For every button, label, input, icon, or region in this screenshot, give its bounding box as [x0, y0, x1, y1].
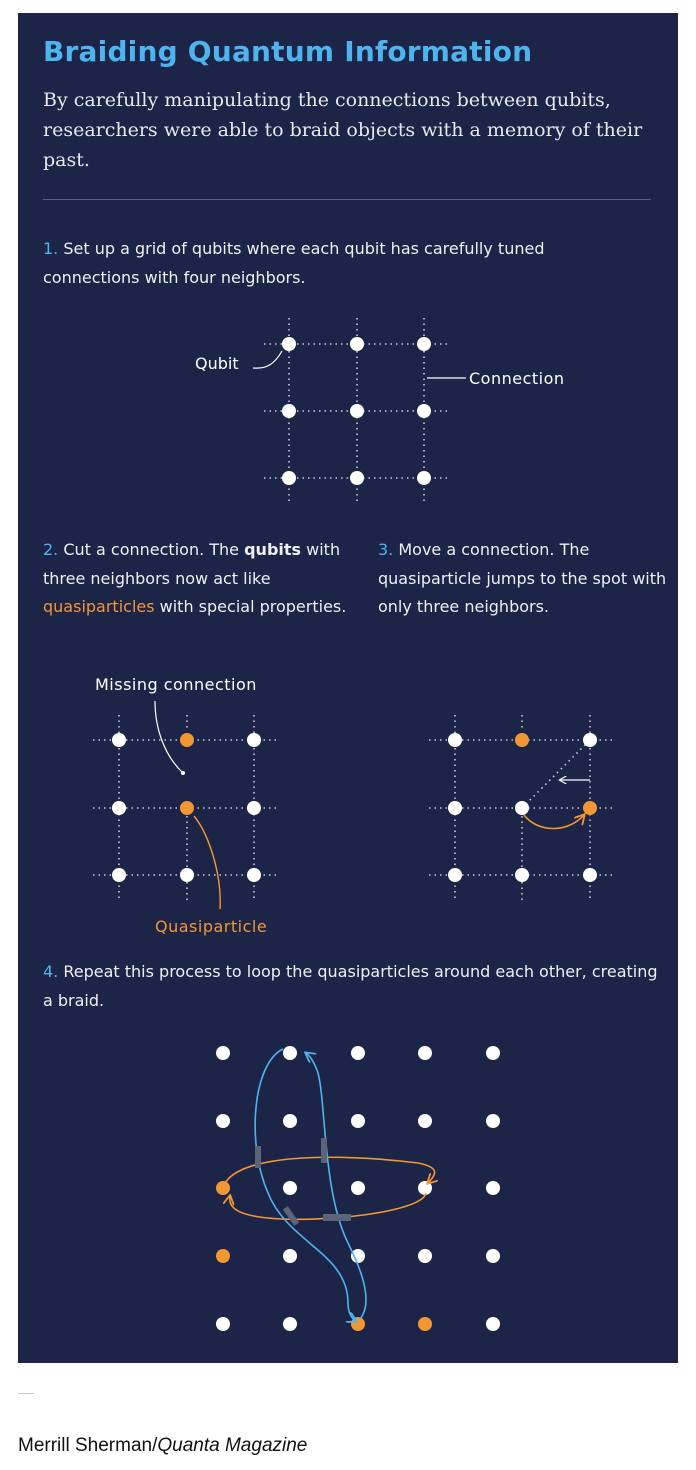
step-3-description: Move a connection. The quasiparticle jum…: [378, 540, 667, 616]
grid-3-qubits: [448, 733, 597, 882]
image-credit: Merrill Sherman/Quanta Magazine: [18, 1435, 307, 1457]
step-1-description: Set up a grid of qubits where each qubit…: [43, 239, 545, 287]
grid-4-qubits: [216, 1046, 500, 1331]
grid-1: Qubit Connection: [195, 318, 565, 505]
missing-connection-leader: [154, 700, 184, 774]
qubit-dot: [418, 1114, 432, 1128]
qubit-dot: [283, 1249, 297, 1263]
step-1-number: 1.: [43, 239, 59, 258]
qubit-dot: [283, 1046, 297, 1060]
quasiparticle-dot: [216, 1181, 230, 1195]
divider: [43, 199, 651, 200]
qubit-dot: [283, 1114, 297, 1128]
infographic-panel: Braiding Quantum Information By carefull…: [18, 13, 678, 1363]
qubit-dot: [486, 1046, 500, 1060]
qubit-dot: [351, 1046, 365, 1060]
qubit-dot: [283, 1181, 297, 1195]
step-2-highlight: quasiparticles: [43, 597, 155, 616]
blue-strand-right: [306, 1053, 367, 1320]
credit-divider: [18, 1393, 34, 1394]
step-2-number: 2.: [43, 540, 59, 559]
qubit-dot: [351, 1181, 365, 1195]
grid-2-qubits: [112, 733, 261, 882]
grid-1-qubits: [282, 337, 431, 485]
credit-publication: Quanta Magazine: [157, 1435, 308, 1456]
step-2-text: 2. Cut a connection. The qubits with thr…: [43, 536, 353, 622]
qubit-dot: [216, 1114, 230, 1128]
connection-label: Connection: [469, 369, 565, 388]
diagram-canvas: Qubit Connection Missing connecti: [93, 318, 616, 1331]
step-2-post: with special properties.: [154, 597, 347, 616]
qubit-dot: [418, 1249, 432, 1263]
step-2-pre: Cut a connection. The: [63, 540, 245, 559]
qubit-dot: [486, 1181, 500, 1195]
grid-4: [216, 1046, 500, 1331]
step-2-bold: qubits: [244, 540, 302, 559]
step-2-mid: with three neighbors now act like: [43, 540, 341, 588]
orange-loop-upper: [222, 1156, 435, 1189]
qubit-dot: [216, 1317, 230, 1331]
quasiparticle-leader: [193, 815, 221, 910]
step-4-description: Repeat this process to loop the quasipar…: [43, 962, 658, 1010]
quasiparticle-dot: [216, 1249, 230, 1263]
qubit-label: Qubit: [195, 354, 239, 373]
qubit-dot: [486, 1317, 500, 1331]
step-4-number: 4.: [43, 962, 59, 981]
qubit-dot: [283, 1317, 297, 1331]
crossing-marks: [255, 1138, 351, 1226]
grid-2-connections: [93, 715, 280, 901]
blue-strand-left: [254, 1048, 356, 1321]
infographic-title: Braiding Quantum Information: [43, 35, 533, 68]
step-3-number: 3.: [378, 540, 394, 559]
grid-3-connections: [429, 715, 616, 901]
step-1-text: 1. Set up a grid of qubits where each qu…: [43, 235, 643, 292]
qubit-dot: [486, 1114, 500, 1128]
quasiparticle-dot: [418, 1317, 432, 1331]
qubit-label-leader: [252, 350, 283, 369]
quasiparticle-dot: [351, 1317, 365, 1331]
orange-loop-lower: [230, 1192, 427, 1221]
credit-author: Merrill Sherman/: [18, 1435, 158, 1456]
qubit-dot: [351, 1249, 365, 1263]
qubit-dot: [486, 1249, 500, 1263]
step-3-text: 3. Move a connection. The quasiparticle …: [378, 536, 678, 622]
grid-3: [429, 715, 616, 901]
step-4-text: 4. Repeat this process to loop the quasi…: [43, 958, 663, 1015]
grid-2: Missing connection Quasiparticle: [93, 675, 280, 936]
quasiparticle-label: Quasiparticle: [155, 917, 267, 936]
qubit-dot: [216, 1046, 230, 1060]
quasiparticle-jump-arrow: [523, 815, 584, 830]
qubit-dot: [351, 1114, 365, 1128]
missing-connection-label: Missing connection: [95, 675, 257, 694]
qubit-dot: [418, 1046, 432, 1060]
qubit-dot: [418, 1181, 432, 1195]
grid-1-connections: [264, 318, 450, 505]
infographic-subtitle: By carefully manipulating the connection…: [43, 89, 643, 171]
missing-connection-dot: [181, 771, 185, 775]
